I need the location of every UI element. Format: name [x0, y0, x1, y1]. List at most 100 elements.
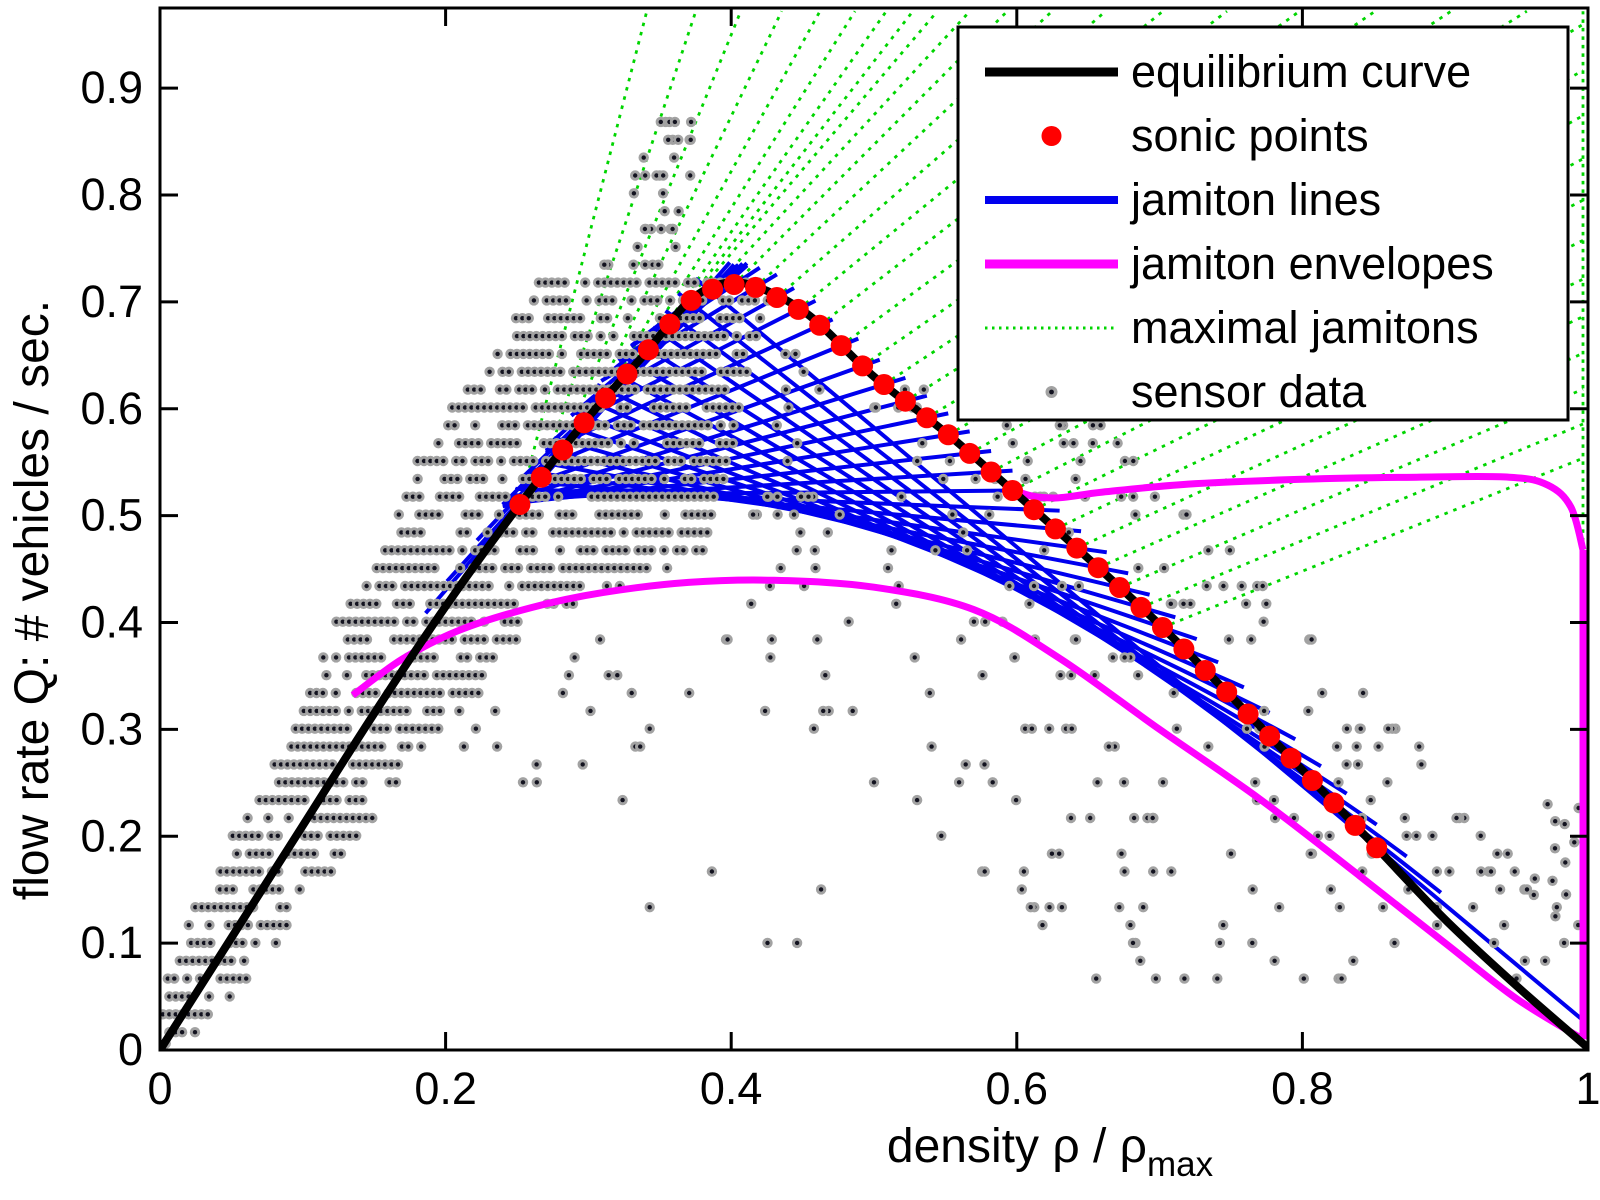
sensor-dot-inner [325, 815, 330, 821]
sensor-dot-inner [646, 458, 652, 464]
sensor-dot-inner [302, 833, 307, 838]
sensor-data-point [653, 259, 664, 270]
sensor-dot-inner [498, 458, 504, 464]
sensor-dot-inner [1073, 637, 1079, 642]
sensor-dot-inner [296, 780, 301, 785]
sensor-dot-inner [1206, 744, 1211, 749]
sensor-data-point [1485, 866, 1497, 877]
sensor-dot-inner [1328, 887, 1334, 892]
sensor-dot-inner [437, 708, 443, 714]
sensor-data-point [317, 687, 329, 699]
sensor-dot-inner [817, 387, 822, 392]
sensor-data-point [631, 277, 642, 288]
sensor-dot-inner [449, 619, 455, 624]
sensor-dot-inner [486, 583, 491, 589]
sensor-dot-inner [379, 619, 384, 624]
sensor-data-point [370, 687, 381, 699]
sensor-data-point [775, 562, 786, 574]
sensor-dot-inner [1122, 458, 1128, 464]
sensor-dot-inner [947, 458, 953, 464]
sensor-dot-inner [475, 637, 480, 642]
sensor-data-point [882, 562, 894, 574]
sensor-dot-inner [424, 619, 429, 624]
sensor-data-point [686, 473, 697, 485]
sensor-data-point [1147, 812, 1158, 824]
sensor-data-point [581, 295, 592, 306]
sensor-data-point [452, 473, 463, 485]
sensor-dot-inner [334, 797, 339, 803]
sensor-dot-inner [689, 476, 694, 482]
sensor-dot-inner [1073, 476, 1078, 482]
sensor-dot-inner [320, 708, 326, 714]
sensor-dot-inner [506, 369, 512, 374]
sensor-dot-inner [479, 601, 484, 606]
sensor-dot-inner [453, 601, 459, 606]
sensor-data-point [720, 455, 732, 467]
sensor-data-point [1107, 652, 1119, 663]
sensor-dot-inner [1402, 815, 1408, 821]
sensor-data-point [226, 955, 237, 966]
sensor-data-point [575, 473, 586, 485]
sensor-dot-inner [873, 405, 879, 410]
sensor-data-point [204, 919, 215, 931]
sensor-dot-inner [496, 494, 502, 499]
sensor-data-point [1114, 902, 1125, 913]
sensor-data-point [487, 562, 498, 574]
sensor-dot-inner [1562, 821, 1567, 827]
sensor-data-point [470, 723, 482, 734]
sensor-dot-inner [447, 548, 452, 553]
sensor-dot-inner [468, 637, 474, 642]
sensor-dot-inner [484, 655, 489, 660]
sensor-dot-inner [702, 476, 707, 482]
sensor-data-point [1377, 902, 1389, 913]
sensor-data-point [281, 902, 292, 913]
sensor-dot-inner [627, 458, 632, 464]
sensor-dot-inner [344, 726, 350, 731]
sensor-dot-inner [612, 565, 617, 571]
sensor-dot-inner [564, 423, 569, 428]
sensor-data-point [523, 313, 534, 324]
sensor-dot-inner [633, 458, 639, 464]
sensor-dot-inner [415, 673, 420, 678]
sensor-dot-inner [389, 548, 394, 553]
sensor-data-point [728, 420, 739, 431]
sensor-dot-inner [762, 708, 768, 714]
sensor-dot-inner [1337, 905, 1343, 910]
sensor-dot-inner [678, 458, 684, 464]
sensor-data-point [1218, 580, 1229, 592]
sensor-dot-inner [651, 405, 657, 410]
sensor-dot-inner [316, 869, 321, 874]
sensor-dot-inner [227, 994, 232, 999]
sensor-data-point [404, 598, 415, 609]
sensor-dot-inner [666, 137, 671, 142]
sensor-dot-inner [572, 405, 577, 410]
sensor-dot-inner [990, 780, 995, 785]
sensor-dot-inner [540, 405, 545, 410]
sensor-dot-inner [231, 869, 236, 874]
sensor-dot-inner [395, 548, 401, 553]
sensor-data-point [1431, 866, 1443, 877]
sensor-dot-inner [1531, 892, 1537, 898]
sensor-data-point [1020, 473, 1031, 485]
sensor-dot-inner [565, 476, 571, 482]
sensor-data-point [433, 509, 444, 520]
sensor-dot-inner [276, 887, 282, 892]
sensor-data-point [909, 652, 920, 663]
sensor-dot-inner [199, 905, 204, 910]
sensor-data-point [815, 884, 827, 895]
sensor-dot-inner [492, 601, 497, 606]
sensor-data-point [639, 259, 651, 270]
sensor-dot-inner [344, 673, 350, 678]
sensor-dot-inner [416, 726, 422, 731]
sensor-data-point [696, 366, 707, 377]
sensor-data-point [545, 562, 556, 574]
sensor-data-point [238, 955, 250, 966]
sensor-data-point [183, 919, 194, 931]
sensor-data-point [621, 402, 633, 413]
sensor-dot-inner [576, 530, 581, 535]
sensor-dot-inner [492, 548, 497, 553]
sensor-data-point [822, 527, 833, 538]
sonic-point [1280, 747, 1302, 769]
sensor-data-point [357, 777, 368, 788]
sensor-data-point [371, 598, 382, 609]
